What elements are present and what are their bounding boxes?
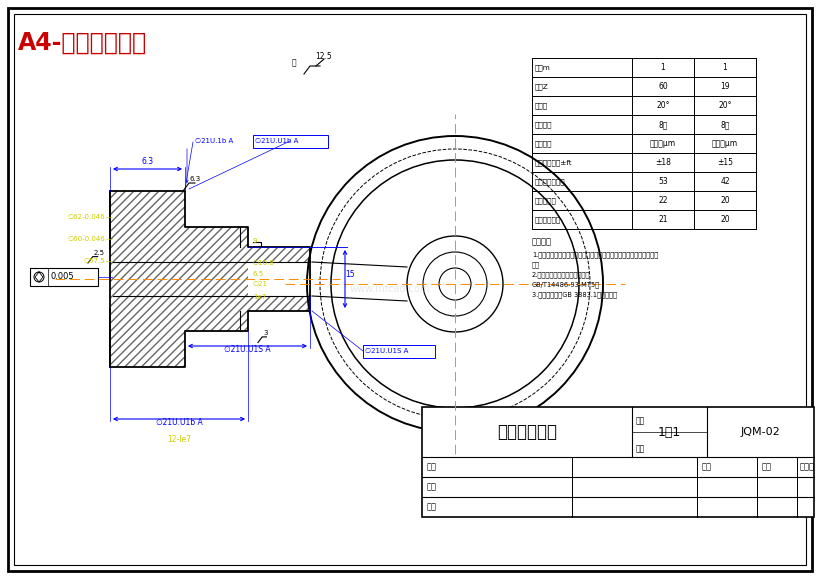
Text: 1: 1 xyxy=(722,63,726,72)
Text: ∅10.8: ∅10.8 xyxy=(253,260,274,266)
Text: 8级: 8级 xyxy=(658,120,667,129)
Text: 20: 20 xyxy=(719,196,729,205)
Text: 粗: 粗 xyxy=(291,58,296,67)
Text: 比例: 比例 xyxy=(636,416,645,426)
Text: 12-Iе7: 12-Iе7 xyxy=(167,434,191,444)
Text: 0.005: 0.005 xyxy=(51,273,75,281)
Text: 页码页: 页码页 xyxy=(799,463,814,471)
Text: 公差値μm: 公差値μm xyxy=(649,139,675,148)
Text: 1: 1 xyxy=(660,63,664,72)
Text: ∅21U.U1b A: ∅21U.U1b A xyxy=(156,418,202,427)
Text: 审核: 审核 xyxy=(427,503,437,511)
Text: ∅60-0.046: ∅60-0.046 xyxy=(67,236,105,242)
Text: 42: 42 xyxy=(719,177,729,186)
Text: 齿数Z: 齿数Z xyxy=(534,83,548,90)
Text: 12.5: 12.5 xyxy=(314,52,332,61)
Text: 6.3: 6.3 xyxy=(141,157,153,166)
Bar xyxy=(247,296,310,311)
Bar xyxy=(422,407,813,517)
Text: 1e7: 1e7 xyxy=(253,294,266,300)
Bar xyxy=(247,247,310,262)
Text: ±15: ±15 xyxy=(716,158,732,167)
Text: 单个齿距偏差±ft: 单个齿距偏差±ft xyxy=(534,159,572,166)
Text: JQM-02: JQM-02 xyxy=(740,427,779,437)
Text: 齿距累计总偏差: 齿距累计总偏差 xyxy=(534,178,565,185)
Text: 公差値μm: 公差値μm xyxy=(711,139,737,148)
Text: 3.棱锐角应按照GB 3883.1标准执行。: 3.棱锐角应按照GB 3883.1标准执行。 xyxy=(532,291,616,298)
Bar xyxy=(30,268,98,286)
Text: 赋弦线总偏差: 赋弦线总偏差 xyxy=(534,216,560,223)
Text: www.mfcad.com: www.mfcad.com xyxy=(350,284,430,294)
Text: 21: 21 xyxy=(658,215,667,224)
Text: ∅21U.U1S A: ∅21U.U1S A xyxy=(224,345,270,354)
Text: 1：1: 1：1 xyxy=(657,426,680,438)
Text: 齿廓总偏差: 齿廓总偏差 xyxy=(534,197,556,204)
Text: 材料: 材料 xyxy=(761,463,771,471)
Text: 精度等级: 精度等级 xyxy=(534,121,552,128)
Bar xyxy=(363,345,434,358)
Text: 压力角: 压力角 xyxy=(534,102,547,109)
Text: 制图: 制图 xyxy=(427,463,437,471)
Text: 9: 9 xyxy=(253,238,257,244)
Text: 15: 15 xyxy=(345,270,355,279)
Text: 中间二连齿轮: 中间二连齿轮 xyxy=(496,423,556,441)
Text: 20°: 20° xyxy=(655,101,669,110)
Text: 模数m: 模数m xyxy=(534,64,550,71)
Text: ±18: ±18 xyxy=(654,158,670,167)
Text: 描图: 描图 xyxy=(427,482,437,492)
Text: 53: 53 xyxy=(658,177,667,186)
Text: 技术要求: 技术要求 xyxy=(532,237,551,246)
Text: ∅21: ∅21 xyxy=(253,281,268,287)
Bar xyxy=(110,191,185,367)
Text: GB/T14486-93-MT5。: GB/T14486-93-MT5。 xyxy=(532,281,600,288)
Text: 6.3: 6.3 xyxy=(190,176,201,182)
Bar xyxy=(253,135,328,148)
Text: ∅62-0.046: ∅62-0.046 xyxy=(67,214,105,220)
Text: 3: 3 xyxy=(263,330,267,336)
Text: 22: 22 xyxy=(658,196,667,205)
Text: ∅21U.U1b A: ∅21U.U1b A xyxy=(255,138,298,144)
Text: 1.齿面应光洁平整，色泽均匀，无锈蚀腐蚀、飞边、毛边、锋锐棱等缺: 1.齿面应光洁平整，色泽均匀，无锈蚀腐蚀、飞边、毛边、锋锐棱等缺 xyxy=(532,251,658,258)
Text: 数量: 数量 xyxy=(636,445,645,453)
Text: 重量: 重量 xyxy=(701,463,711,471)
Text: 8级: 8级 xyxy=(719,120,729,129)
Text: ∅57.5: ∅57.5 xyxy=(84,258,105,264)
Text: 20°: 20° xyxy=(717,101,731,110)
Bar xyxy=(185,227,247,331)
Text: 2.5: 2.5 xyxy=(93,250,105,256)
Text: 检验项目: 检验项目 xyxy=(534,140,552,147)
Text: 6.5: 6.5 xyxy=(253,271,264,277)
Text: 19: 19 xyxy=(719,82,729,91)
Text: ∅21U.U1S A: ∅21U.U1S A xyxy=(364,348,408,354)
Text: 60: 60 xyxy=(658,82,667,91)
Text: ∅21U.1b A: ∅21U.1b A xyxy=(195,138,233,144)
Text: 2.齿轮油孔方向与固定边缘垂直: 2.齿轮油孔方向与固定边缘垂直 xyxy=(532,271,590,277)
Text: 20: 20 xyxy=(719,215,729,224)
Text: A4-中间二连齿轮: A4-中间二连齿轮 xyxy=(18,31,147,55)
Text: 陷。: 陷。 xyxy=(532,261,540,267)
